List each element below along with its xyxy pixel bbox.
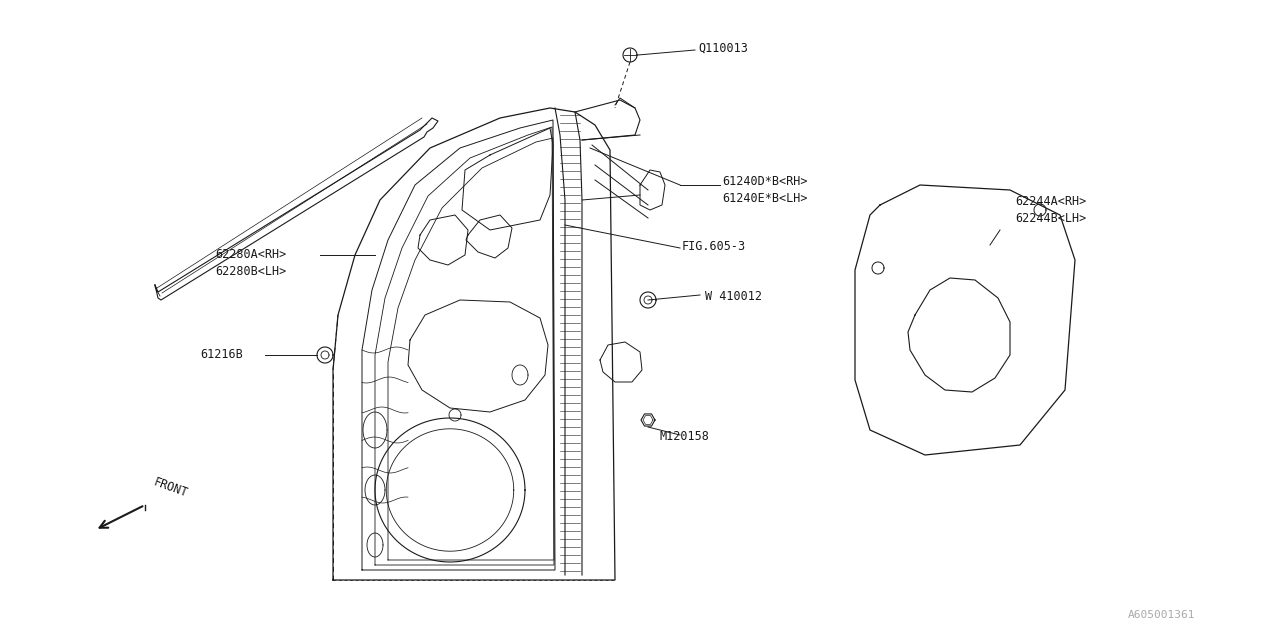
Text: M120158: M120158 <box>660 430 710 443</box>
Text: FIG.605-3: FIG.605-3 <box>682 240 746 253</box>
Text: 62244B<LH>: 62244B<LH> <box>1015 212 1087 225</box>
Text: 61240E*B<LH>: 61240E*B<LH> <box>722 192 808 205</box>
Text: 62280A<RH>: 62280A<RH> <box>215 248 287 261</box>
Text: 62280B<LH>: 62280B<LH> <box>215 265 287 278</box>
Text: A605001361: A605001361 <box>1128 610 1196 620</box>
Text: 62244A<RH>: 62244A<RH> <box>1015 195 1087 208</box>
Text: Q110013: Q110013 <box>698 42 748 55</box>
Text: FRONT: FRONT <box>152 476 189 500</box>
Text: W 410012: W 410012 <box>705 290 762 303</box>
Text: 61240D*B<RH>: 61240D*B<RH> <box>722 175 808 188</box>
Text: 61216B: 61216B <box>200 348 243 361</box>
